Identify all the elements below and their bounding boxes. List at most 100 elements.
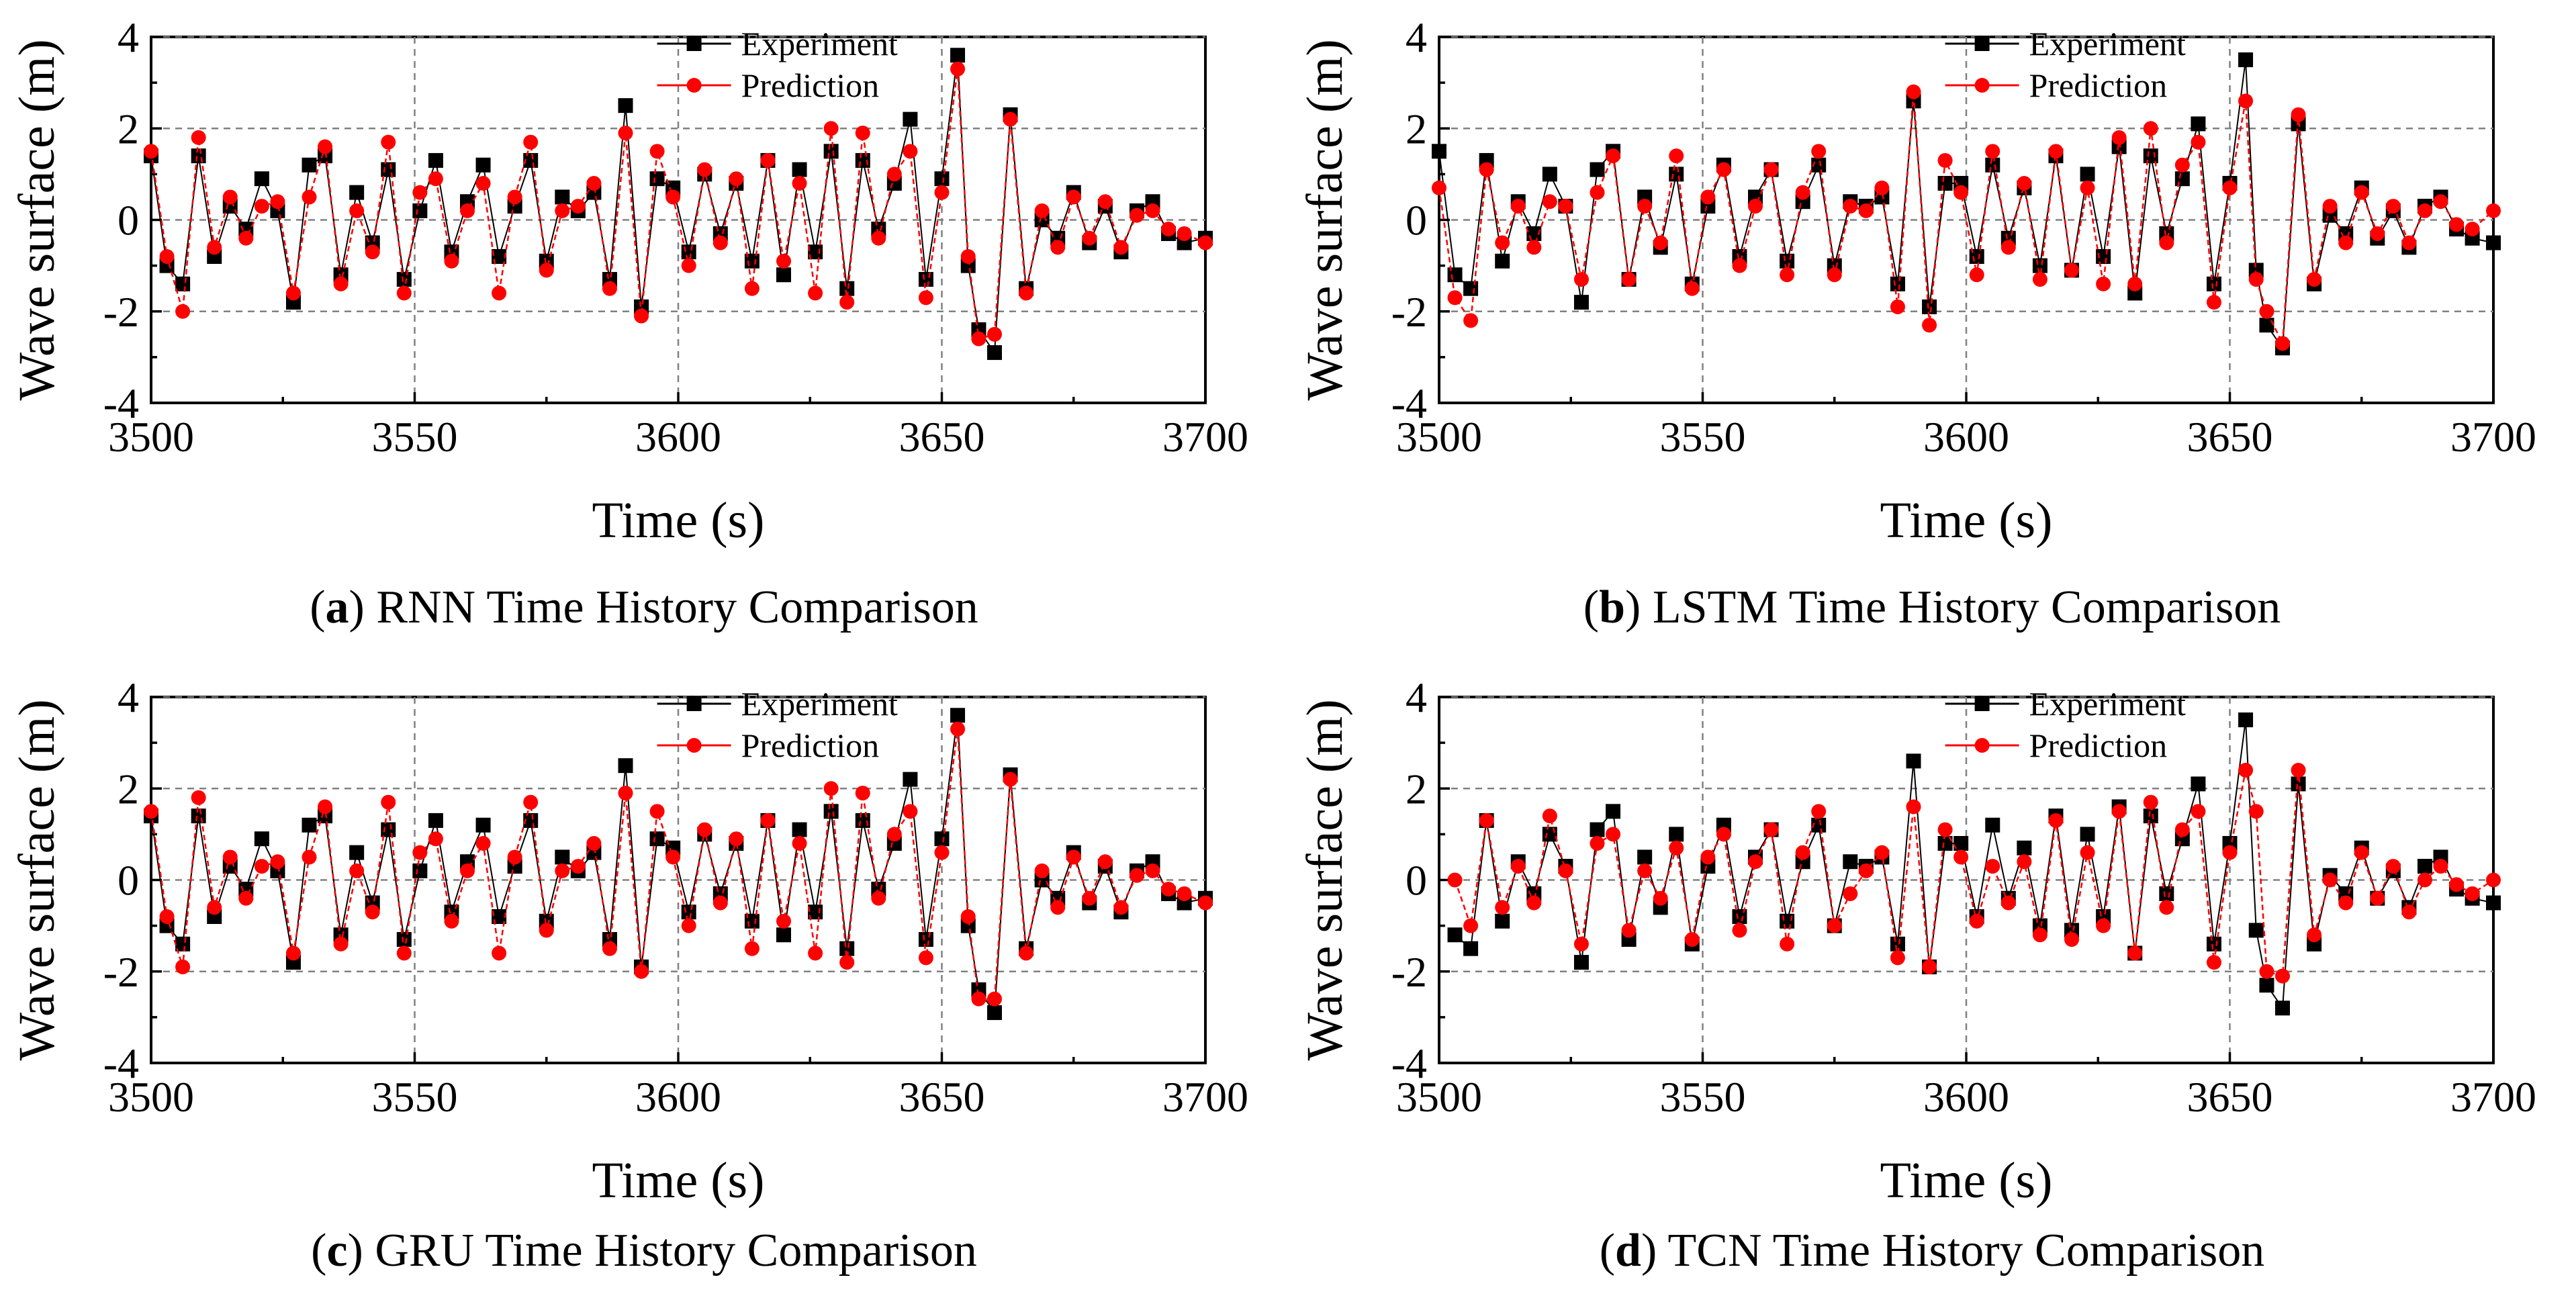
x-tick-label: 3700 xyxy=(2450,1073,2536,1121)
data-point-experiment xyxy=(823,144,839,159)
data-point-prediction xyxy=(950,721,966,737)
data-point-prediction xyxy=(365,904,380,920)
data-point-prediction xyxy=(1526,240,1542,255)
data-point-experiment xyxy=(1495,253,1510,269)
data-point-prediction xyxy=(2048,812,2064,828)
chart-lstm: -4 -2 0 2 4 3500 3550 3600 3650 3700 Time (s) Wave … xyxy=(1297,13,2536,549)
data-point-prediction xyxy=(1811,144,1827,159)
data-point-prediction xyxy=(2238,93,2254,109)
data-point-prediction xyxy=(2486,203,2501,218)
legend-label: Prediction xyxy=(741,66,880,104)
data-point-prediction xyxy=(1906,799,1921,815)
data-point-prediction xyxy=(1653,890,1668,906)
data-point-prediction xyxy=(1558,863,1573,878)
data-point-experiment xyxy=(2486,895,2501,911)
data-point-prediction xyxy=(839,955,855,970)
series-line-prediction xyxy=(150,68,1206,340)
data-point-prediction xyxy=(507,189,522,205)
y-axis-title: Wave surface (m) xyxy=(9,39,65,400)
x-axis-title: Time (s) xyxy=(592,1152,765,1209)
x-tick-label: 3550 xyxy=(372,413,458,461)
data-point-prediction xyxy=(2354,845,2369,860)
caption-letter: d xyxy=(1615,1225,1641,1276)
data-point-prediction xyxy=(1003,111,1018,127)
data-point-prediction xyxy=(1684,281,1700,296)
data-point-prediction xyxy=(2159,235,2174,250)
data-point-prediction xyxy=(649,804,665,819)
data-point-prediction xyxy=(349,863,365,878)
data-point-prediction xyxy=(2465,886,2480,901)
data-point-experiment xyxy=(903,772,918,787)
legend-marker-circle xyxy=(1974,78,1990,93)
y-tick-label: 4 xyxy=(1406,674,1427,721)
data-point-prediction xyxy=(1129,207,1144,223)
data-point-prediction xyxy=(2127,276,2143,291)
data-point-experiment xyxy=(523,152,539,168)
data-point-prediction xyxy=(318,799,333,815)
data-point-experiment xyxy=(349,845,365,860)
data-point-prediction xyxy=(1637,199,1653,214)
data-point-prediction xyxy=(222,189,238,205)
data-point-experiment xyxy=(396,932,412,947)
data-point-prediction xyxy=(507,849,522,865)
data-point-experiment xyxy=(2259,978,2274,993)
data-point-prediction xyxy=(2191,804,2206,819)
data-point-prediction xyxy=(987,991,1002,1007)
data-point-prediction xyxy=(776,253,791,269)
data-point-prediction xyxy=(1969,913,1984,929)
legend-label: Prediction xyxy=(741,727,880,764)
x-axis-title: Time (s) xyxy=(592,492,765,549)
data-point-prediction xyxy=(396,285,412,301)
x-axis-title: Time (s) xyxy=(1880,492,2053,549)
data-point-experiment xyxy=(776,267,791,283)
data-point-prediction xyxy=(1843,199,1858,214)
data-point-prediction xyxy=(2222,180,2238,195)
data-point-prediction xyxy=(1050,900,1066,915)
data-point-prediction xyxy=(1050,240,1066,255)
data-point-prediction xyxy=(1890,950,1905,966)
legend-label: Experiment xyxy=(741,685,898,723)
x-tick-label: 3500 xyxy=(108,413,194,461)
data-point-prediction xyxy=(1637,863,1653,878)
data-point-experiment xyxy=(412,863,428,878)
caption-d: (d) TCN Time History Comparison xyxy=(1599,1225,2265,1276)
data-point-prediction xyxy=(1653,235,1668,250)
data-point-prediction xyxy=(555,203,570,218)
legend-marker-circle xyxy=(686,78,702,93)
data-point-prediction xyxy=(1763,162,1779,177)
data-point-prediction xyxy=(1161,222,1177,237)
data-point-prediction xyxy=(207,900,222,915)
data-point-prediction xyxy=(2433,859,2448,874)
data-point-prediction xyxy=(1573,936,1589,951)
y-tick-label: -2 xyxy=(103,948,139,996)
data-point-prediction xyxy=(2486,872,2501,888)
data-point-prediction xyxy=(2174,822,2190,837)
legend-label: Experiment xyxy=(2029,25,2186,62)
data-point-experiment xyxy=(2417,859,2432,874)
data-point-prediction xyxy=(1606,827,1621,842)
data-point-experiment xyxy=(523,812,539,828)
data-point-prediction xyxy=(2259,964,2274,979)
data-point-prediction xyxy=(2275,336,2290,351)
data-point-prediction xyxy=(649,144,665,159)
data-point-prediction xyxy=(602,281,617,296)
data-point-experiment xyxy=(618,758,633,774)
data-point-prediction xyxy=(1827,267,1842,283)
data-point-prediction xyxy=(602,941,617,956)
data-point-prediction xyxy=(2238,763,2254,778)
data-point-prediction xyxy=(1198,235,1213,250)
data-point-experiment xyxy=(1590,162,1605,177)
data-point-experiment xyxy=(1463,281,1479,296)
y-tick-label: 4 xyxy=(118,674,139,721)
data-point-prediction xyxy=(1795,185,1810,200)
data-point-experiment xyxy=(2174,171,2190,187)
data-point-prediction xyxy=(1716,162,1731,177)
data-point-experiment xyxy=(1953,836,1969,851)
data-point-prediction xyxy=(886,827,902,842)
x-tick-label: 3550 xyxy=(1660,413,1746,461)
data-point-experiment xyxy=(1890,276,1905,291)
data-point-prediction xyxy=(2096,918,2111,933)
data-point-prediction xyxy=(2064,263,2079,278)
data-point-prediction xyxy=(285,285,301,301)
data-point-experiment xyxy=(1447,267,1463,283)
